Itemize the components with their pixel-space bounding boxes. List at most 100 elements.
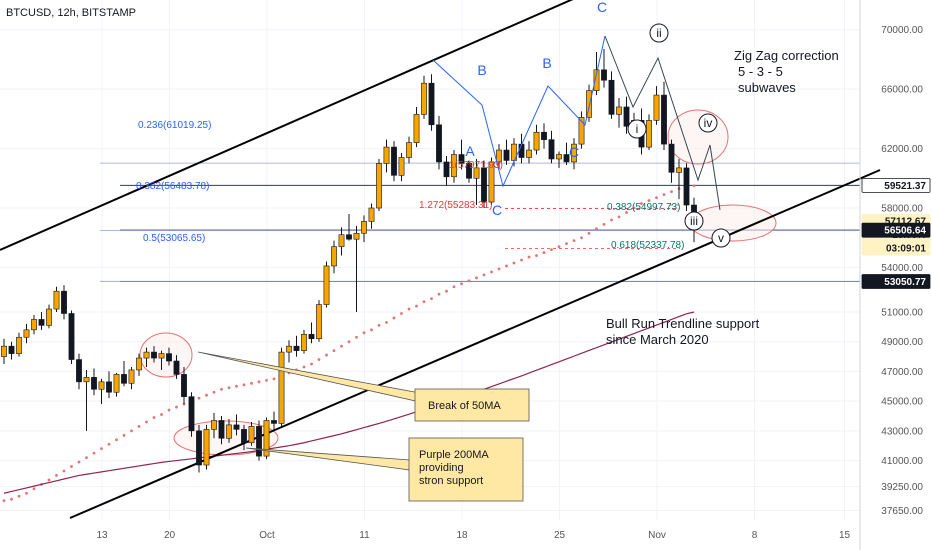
candle-body [496, 149, 502, 163]
wave-label-roman-circle [711, 228, 731, 248]
ma50-point [70, 465, 73, 468]
candle-body [518, 143, 525, 158]
candle-body [548, 139, 555, 160]
candle-body [436, 124, 442, 163]
candle-body [683, 167, 690, 206]
ma50-point [152, 416, 156, 419]
zigzag-note-line: Zig Zag correction [734, 48, 839, 63]
candle-body [233, 424, 240, 430]
candle-body [646, 120, 652, 148]
ma50-point [580, 236, 583, 240]
price-badge [861, 222, 931, 238]
ma50-point [317, 358, 321, 361]
wave-label-roman-circle [627, 119, 647, 139]
callout-50ma-text: Break of 50MA [428, 400, 501, 412]
wave-label-abc: C [492, 202, 502, 218]
ma50-point [490, 270, 493, 274]
ma50-point [632, 206, 636, 210]
ma50-point [325, 353, 328, 357]
candle-body [196, 430, 202, 466]
candle-body [376, 163, 382, 209]
callout-200ma-text: stron support [419, 475, 483, 487]
ma50-point [565, 242, 568, 246]
ma50-point [482, 273, 486, 277]
candle-body [563, 154, 570, 163]
candle-body [571, 143, 577, 163]
time-tick-label: 18 [456, 530, 468, 541]
candle-body [556, 154, 562, 160]
candle-body [241, 429, 247, 444]
candle-body [68, 313, 75, 360]
candle-body [263, 420, 270, 457]
ma50-point [392, 316, 396, 320]
time-tick-label: 11 [359, 530, 370, 541]
ma50-point [527, 255, 531, 259]
candle-body [661, 94, 667, 145]
candle-body [203, 429, 210, 466]
price-badge-label: 03:09:01 [886, 244, 926, 255]
time-tick-label: Oct [259, 530, 275, 541]
candle-body [128, 369, 135, 384]
ma50-point [197, 396, 201, 400]
price-tick-label: 41000.00 [881, 456, 923, 467]
ma50-point [452, 285, 456, 289]
extension-level-label: 1.272(55283.31) [419, 200, 492, 211]
candle-body [383, 146, 390, 164]
candle-body [218, 420, 225, 439]
ma50-point [647, 199, 651, 202]
price-axis[interactable]: 37650.00 39250.00 41000.00 43000.00 45000.00… [859, 0, 931, 550]
ma50-point [655, 196, 658, 200]
ma50-point [467, 279, 471, 283]
time-tick-label: 13 [96, 530, 108, 541]
wave-label-abc: B [542, 55, 551, 71]
callout-50ma-box [414, 388, 530, 422]
price-tick-label: 39250.00 [881, 482, 923, 493]
ma50-point [377, 323, 381, 327]
ma50-point [512, 261, 516, 265]
candle-body [503, 149, 510, 161]
ma50-point [62, 469, 66, 473]
chart-title: BTCUSD, 12h, BITSTAMP [6, 7, 136, 19]
candle-body [8, 345, 15, 354]
candle-body [533, 131, 540, 151]
time-axis[interactable]: 1320Oct111825Nov81522Dec [96, 530, 932, 541]
candle-body [323, 265, 330, 305]
wave-label-roman: v [718, 231, 724, 245]
candle-body [188, 396, 195, 432]
candle-body [286, 345, 292, 353]
ma50-point [422, 300, 426, 303]
price-tick-label: 51000.00 [881, 308, 923, 319]
candle-body [346, 234, 352, 240]
ma50-point [670, 190, 673, 194]
ma50-point [550, 248, 553, 252]
candle-body [623, 106, 630, 127]
candle-body [308, 333, 315, 340]
ma50-point [400, 312, 403, 315]
price-badge [861, 240, 931, 256]
price-tick-label: 43000.00 [881, 426, 923, 437]
price-tick-label: 70000.00 [881, 25, 923, 36]
time-tick-label: 20 [164, 530, 176, 541]
ma50-point [370, 328, 373, 332]
candle-body [256, 426, 262, 457]
candle-body [466, 163, 472, 179]
ma50-point [122, 433, 126, 437]
price-badge [861, 177, 931, 193]
ma50-point [227, 386, 231, 390]
price-tick-label: 47000.00 [881, 367, 923, 378]
candle-body [46, 308, 52, 326]
ma50-point [220, 387, 223, 391]
wave-label-roman-circle [684, 211, 704, 231]
candle-body [38, 319, 45, 326]
ma50-point [250, 381, 253, 385]
candle-body [653, 94, 660, 121]
ma50-point [595, 227, 598, 231]
ma50-point [340, 344, 343, 348]
ma50-point [430, 297, 433, 301]
ma50-point [662, 193, 666, 197]
candle-body [248, 426, 255, 444]
moving-averages [2, 184, 696, 503]
ma50-point [17, 494, 21, 498]
candle-body [368, 207, 375, 222]
